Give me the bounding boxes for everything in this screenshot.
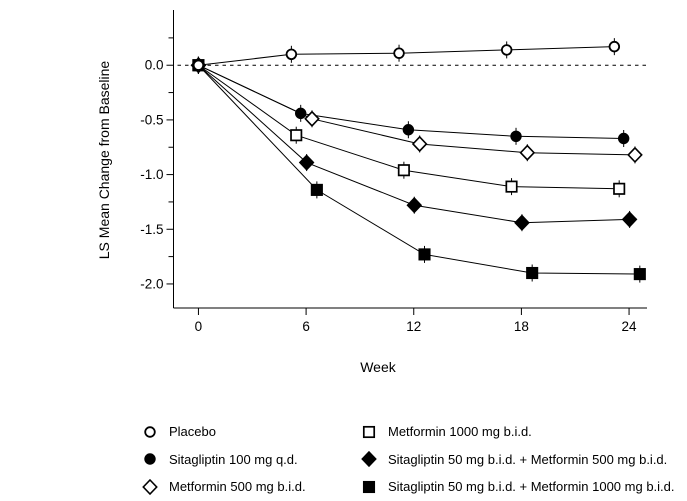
x-tick-label: 24 (622, 319, 638, 334)
chart-legend: Placebo Sitagliptin 100 mg q.d. Metformin … (0, 418, 687, 501)
sita50-met500-marker (298, 154, 315, 171)
sita50-met1000-marker (526, 266, 539, 280)
sita50-met500-marker (406, 197, 423, 214)
metformin-1000-marker (505, 180, 518, 193)
legend-label-sita50-met1000: Sitagliptin 50 mg b.i.d. + Metformin 100… (388, 479, 675, 495)
placebo-marker (192, 59, 205, 71)
legend-marker-metformin-1000 (362, 425, 376, 438)
sita50-met500-legend-glyph (361, 451, 377, 468)
metformin-1000-marker (397, 164, 410, 177)
y-tick-label: -1.0 (140, 167, 163, 182)
placebo-marker (393, 47, 405, 59)
legend-marker-sita50-met1000 (362, 480, 376, 493)
placebo-marker (500, 44, 513, 56)
legend-label-placebo: Placebo (169, 424, 216, 440)
legend-item-sitagliptin-100: Sitagliptin 100 mg q.d. (141, 446, 306, 474)
legend-column-right: Metformin 1000 mg b.i.d. Sitagliptin 50 m… (360, 418, 675, 501)
y-tick-label: 0.0 (145, 58, 164, 73)
metformin-1000-marker (613, 182, 626, 195)
x-axis-title: Week (360, 359, 397, 375)
legend-item-metformin-1000: Metformin 1000 mg b.i.d. (360, 418, 675, 446)
metformin-500-legend-glyph (142, 478, 158, 495)
x-tick-label: 0 (195, 319, 203, 334)
metformin-500-marker (304, 110, 320, 127)
legend-marker-sita50-met500 (361, 451, 377, 468)
legend-marker-sitagliptin-100 (144, 453, 156, 465)
y-tick-label: -1.5 (140, 222, 163, 237)
sita50-met500-marker (621, 211, 638, 228)
line-chart: LS Mean Change from Baseline Week 0.0 -0.… (96, 10, 647, 375)
placebo-marker (285, 48, 298, 60)
placebo-marker (608, 40, 621, 53)
x-tick-label: 18 (514, 319, 529, 334)
legend-column-left: Placebo Sitagliptin 100 mg q.d. Metformin … (141, 418, 306, 501)
legend-label-sitagliptin-100: Sitagliptin 100 mg q.d. (169, 451, 298, 467)
legend-item-metformin-500: Metformin 500 mg b.i.d. (141, 473, 306, 501)
metformin-500-marker (627, 146, 643, 164)
sitagliptin-100-marker (617, 132, 630, 145)
y-axis-title: LS Mean Change from Baseline (96, 61, 112, 260)
sita50-met1000-marker (633, 268, 646, 281)
sitagliptin-100-marker (510, 130, 522, 143)
legend-marker-metformin-500 (142, 478, 158, 495)
sita50-met500-marker (514, 214, 530, 231)
x-tick-label: 12 (406, 319, 421, 334)
x-tick-label: 6 (302, 319, 310, 334)
y-tick-label: -0.5 (140, 112, 163, 127)
sitagliptin-100-marker (402, 124, 415, 136)
sitagliptin-100-legend-glyph (144, 453, 156, 465)
legend-item-placebo: Placebo (141, 418, 306, 446)
legend-label-sita50-met500: Sitagliptin 50 mg b.i.d. + Metformin 500… (388, 451, 668, 467)
legend-label-metformin-1000: Metformin 1000 mg b.i.d. (388, 424, 532, 440)
sita50-met1000-legend-glyph (362, 480, 376, 493)
placebo-line (198, 46, 615, 66)
y-tick-label: -2.0 (140, 276, 163, 291)
sita50-met1000-marker (310, 183, 323, 196)
legend-marker-placebo (144, 426, 156, 438)
legend-item-sita50-met500: Sitagliptin 50 mg b.i.d. + Metformin 500… (360, 446, 675, 474)
legend-item-sita50-met1000: Sitagliptin 50 mg b.i.d. + Metformin 100… (360, 473, 675, 501)
metformin-1000-marker (290, 129, 303, 142)
sita50-met1000-marker (418, 248, 431, 261)
metformin-500-marker (411, 135, 428, 153)
legend-label-metformin-500: Metformin 500 mg b.i.d. (169, 479, 306, 495)
metformin-1000-legend-glyph (362, 425, 376, 438)
metformin-500-marker (519, 144, 536, 161)
placebo-legend-glyph (144, 426, 156, 438)
